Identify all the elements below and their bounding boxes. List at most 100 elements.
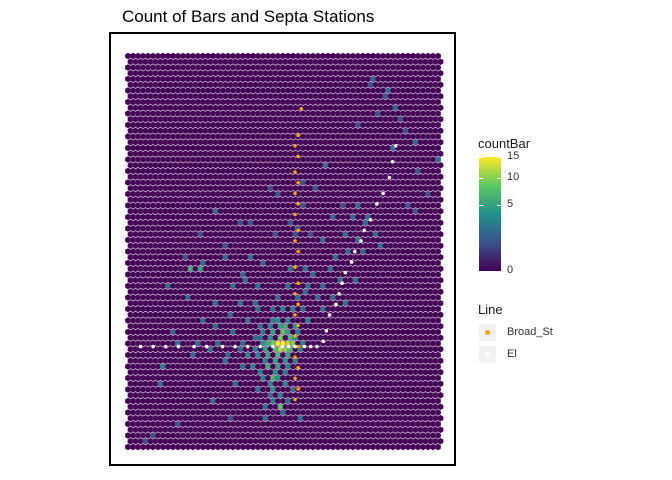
station-point-el — [176, 344, 181, 349]
hex-cell-count — [272, 230, 279, 238]
station-point-el — [343, 270, 348, 275]
hex-cell-count — [265, 351, 271, 359]
hex-cell-count — [240, 271, 246, 278]
hex-cell-count — [342, 299, 349, 307]
hex-cell-count — [262, 414, 269, 422]
hex-cell-count — [300, 202, 306, 209]
hex-cell-count — [392, 104, 399, 112]
station-point-broad-st — [296, 228, 300, 233]
station-point-broad-st — [293, 376, 297, 381]
hex-cell-count — [195, 340, 201, 347]
hex-cell-count — [397, 115, 404, 123]
station-point-el — [359, 239, 363, 243]
station-point-el — [151, 344, 155, 349]
hex-cell-count — [285, 363, 291, 370]
station-point-el — [286, 344, 291, 349]
hex-cell-count — [310, 271, 316, 278]
hex-cell-count — [245, 351, 251, 359]
hex-cell-count — [240, 340, 246, 347]
hex-cell-count — [160, 363, 166, 370]
hex-cell-count — [225, 351, 231, 359]
hex-cell-count — [212, 207, 219, 215]
hex-cell-count — [245, 317, 251, 324]
hex-cell-count — [270, 305, 276, 313]
hex-cell-count — [275, 294, 281, 301]
hex-cell-count — [275, 340, 281, 347]
station-point-el — [321, 339, 326, 344]
hex-cell-count — [182, 253, 189, 261]
hex-cell-count — [287, 265, 294, 273]
hex-cell-count — [377, 242, 384, 250]
hex-cell-count — [247, 253, 254, 261]
fill-legend-tick-mark — [479, 157, 483, 158]
hex-cell-count — [275, 190, 281, 198]
hex-cell-count — [275, 363, 281, 370]
hex-cell-count — [197, 265, 204, 273]
hex-cell-count — [185, 294, 191, 301]
hex-cell-count — [322, 161, 329, 169]
hex-cell-count — [257, 334, 264, 342]
hex-cell-count — [282, 368, 289, 376]
hex-cell-count — [352, 276, 359, 284]
hex-cell-count — [237, 219, 244, 227]
hex-cell-count — [285, 328, 291, 336]
hex-cell-count — [222, 253, 229, 261]
hex-cell-count — [405, 202, 411, 209]
station-point-broad-st — [293, 265, 297, 270]
hex-cell-count — [150, 432, 156, 439]
station-point-el — [271, 344, 275, 349]
hex-cell-count — [372, 230, 379, 238]
station-point-el — [353, 249, 357, 254]
hex-cell-count — [260, 328, 266, 336]
station-point-el — [192, 344, 196, 349]
station-point-broad-st — [296, 202, 300, 206]
station-point-el — [387, 175, 392, 180]
station-point-broad-st — [296, 387, 300, 391]
station-point-el — [258, 344, 263, 349]
station-point-broad-st — [293, 334, 297, 338]
fill-legend-tick-mark — [497, 271, 501, 272]
station-point-broad-st — [296, 281, 300, 285]
hex-cell-count — [197, 230, 204, 238]
hex-cell-count — [227, 311, 234, 319]
hex-cell-count — [282, 322, 289, 330]
hex-cell-count — [425, 190, 431, 198]
hex-cell-count — [275, 374, 281, 382]
hex-cell-count — [267, 334, 274, 342]
hex-cell-count — [255, 282, 261, 290]
hex-cell-count — [355, 121, 361, 129]
hex-cell-count — [295, 328, 301, 336]
hex-cell-count — [280, 409, 286, 416]
fill-legend-tick-label: 5 — [507, 198, 514, 211]
hex-cell-count — [157, 380, 164, 388]
hex-cell-count — [165, 282, 171, 290]
hex-cell-count — [257, 368, 264, 376]
hex-cell-count — [267, 380, 274, 388]
hex-cell-count — [237, 299, 244, 307]
hex-cell-count — [285, 282, 291, 290]
hex-cell-count — [320, 282, 326, 290]
hex-cell-count — [260, 259, 266, 267]
hex-cell-count — [382, 92, 389, 100]
hex-cell-count — [295, 294, 301, 301]
hex-cell-count — [237, 345, 244, 353]
station-series-el — [138, 144, 398, 349]
chart-title: Count of Bars and Septa Stations — [122, 7, 375, 26]
line-legend-key — [479, 324, 496, 341]
hex-cell-count — [240, 363, 246, 370]
station-point-el — [138, 344, 143, 349]
hex-cell-count — [270, 397, 276, 405]
station-point-broad-st — [293, 355, 297, 360]
hex-cell-count — [250, 363, 256, 370]
hex-cell-count — [222, 357, 229, 365]
station-point-el — [337, 292, 341, 296]
hex-cell-count — [252, 345, 259, 353]
hex-cell-count — [272, 368, 279, 376]
station-point-el — [362, 228, 367, 233]
station-point-el — [315, 344, 319, 349]
hex-cell-count — [297, 414, 304, 422]
station-point-el — [349, 260, 354, 264]
hex-cell-count — [367, 81, 374, 89]
hex-cell-count — [330, 213, 336, 221]
station-point-el — [381, 191, 385, 196]
